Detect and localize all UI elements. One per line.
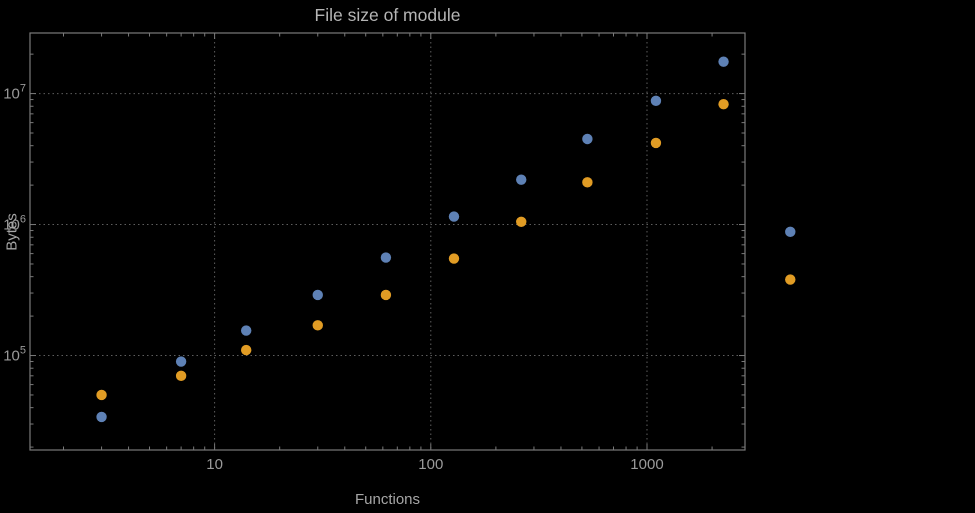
point-blue	[582, 133, 593, 145]
point-blue	[718, 56, 729, 67]
point-blue	[516, 174, 527, 185]
point-blue	[785, 226, 796, 238]
y-tick-label: 105	[3, 345, 26, 365]
plot-frame	[29, 32, 746, 451]
point-orange	[718, 98, 729, 110]
x-tick-label: 10	[206, 456, 223, 473]
point-blue	[448, 211, 460, 222]
point-orange	[582, 177, 593, 188]
x-axis-label: Functions	[354, 491, 421, 508]
point-orange	[448, 253, 460, 264]
y-axis-label: Bytes	[3, 213, 21, 251]
point-blue	[312, 289, 323, 301]
point-orange	[175, 370, 187, 382]
point-blue	[96, 411, 107, 423]
point-orange	[96, 389, 107, 401]
y-tick-label: 107	[3, 83, 26, 103]
point-orange	[240, 344, 252, 356]
point-blue	[650, 95, 662, 107]
point-orange	[380, 289, 392, 301]
point-orange	[312, 320, 323, 331]
x-tick-label: 1000	[630, 456, 663, 473]
point-blue	[175, 356, 187, 367]
point-orange	[650, 137, 662, 149]
point-blue	[240, 325, 252, 336]
point-orange	[785, 274, 796, 285]
x-tick-label: 100	[418, 456, 443, 473]
chart-title: File size of module	[314, 5, 461, 25]
point-orange	[516, 216, 527, 227]
point-blue	[380, 252, 392, 263]
